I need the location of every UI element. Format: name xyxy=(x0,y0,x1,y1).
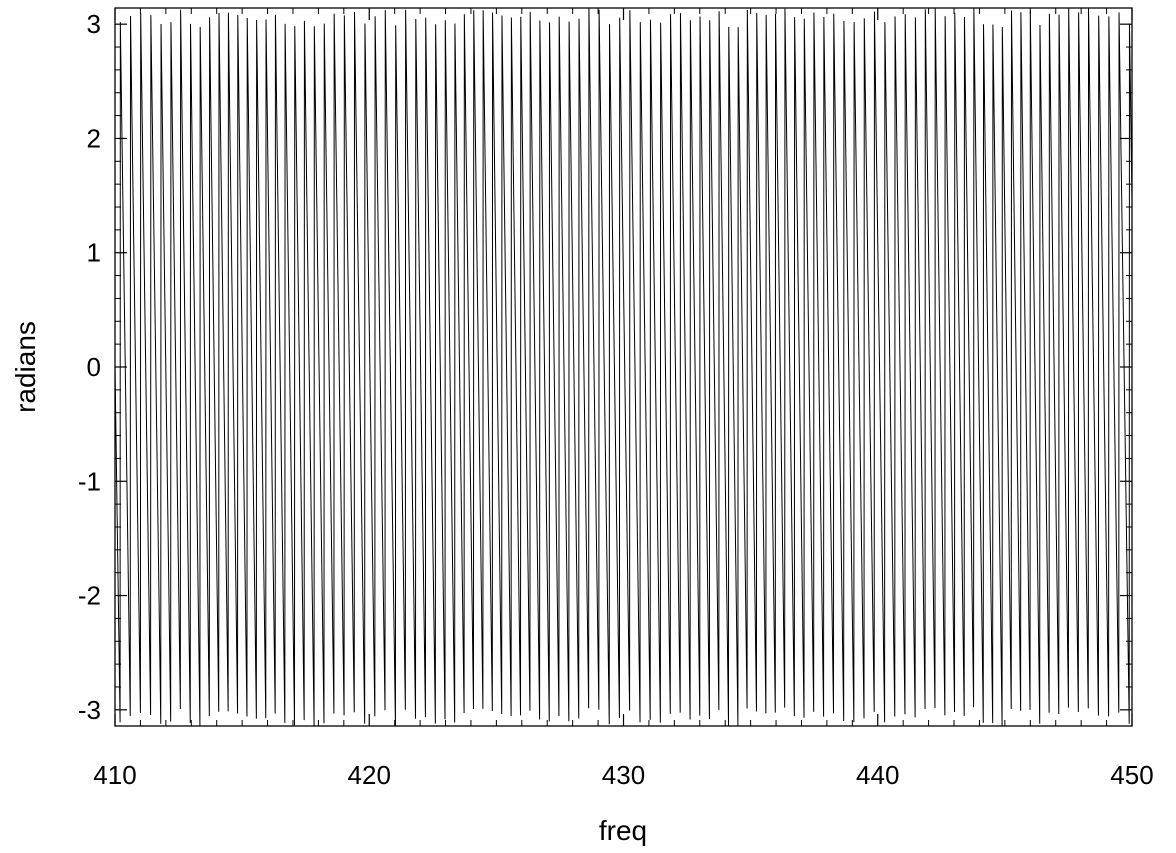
x-tick-label: 410 xyxy=(93,760,136,790)
x-tick-label: 450 xyxy=(1110,760,1153,790)
y-tick-label: 1 xyxy=(87,238,101,268)
x-tick-label: 430 xyxy=(602,760,645,790)
x-tick-label: 440 xyxy=(856,760,899,790)
y-tick-label: 3 xyxy=(87,9,101,39)
y-tick-label: -3 xyxy=(78,695,101,725)
series-layer xyxy=(114,8,1133,726)
x-axis-title: freq xyxy=(599,815,647,846)
y-tick-label: 2 xyxy=(87,123,101,153)
y-tick-label: 0 xyxy=(87,352,101,382)
y-tick-label: -1 xyxy=(78,466,101,496)
y-tick-label: -2 xyxy=(78,581,101,611)
x-tick-label: 420 xyxy=(348,760,391,790)
series-line-0 xyxy=(114,8,1133,726)
label-layer: 410 420 430 440 450 -3 -2 -1 0 1 2 3 xyxy=(78,9,1154,790)
tick-layer xyxy=(114,8,1133,726)
y-axis-title: radians xyxy=(10,321,41,413)
